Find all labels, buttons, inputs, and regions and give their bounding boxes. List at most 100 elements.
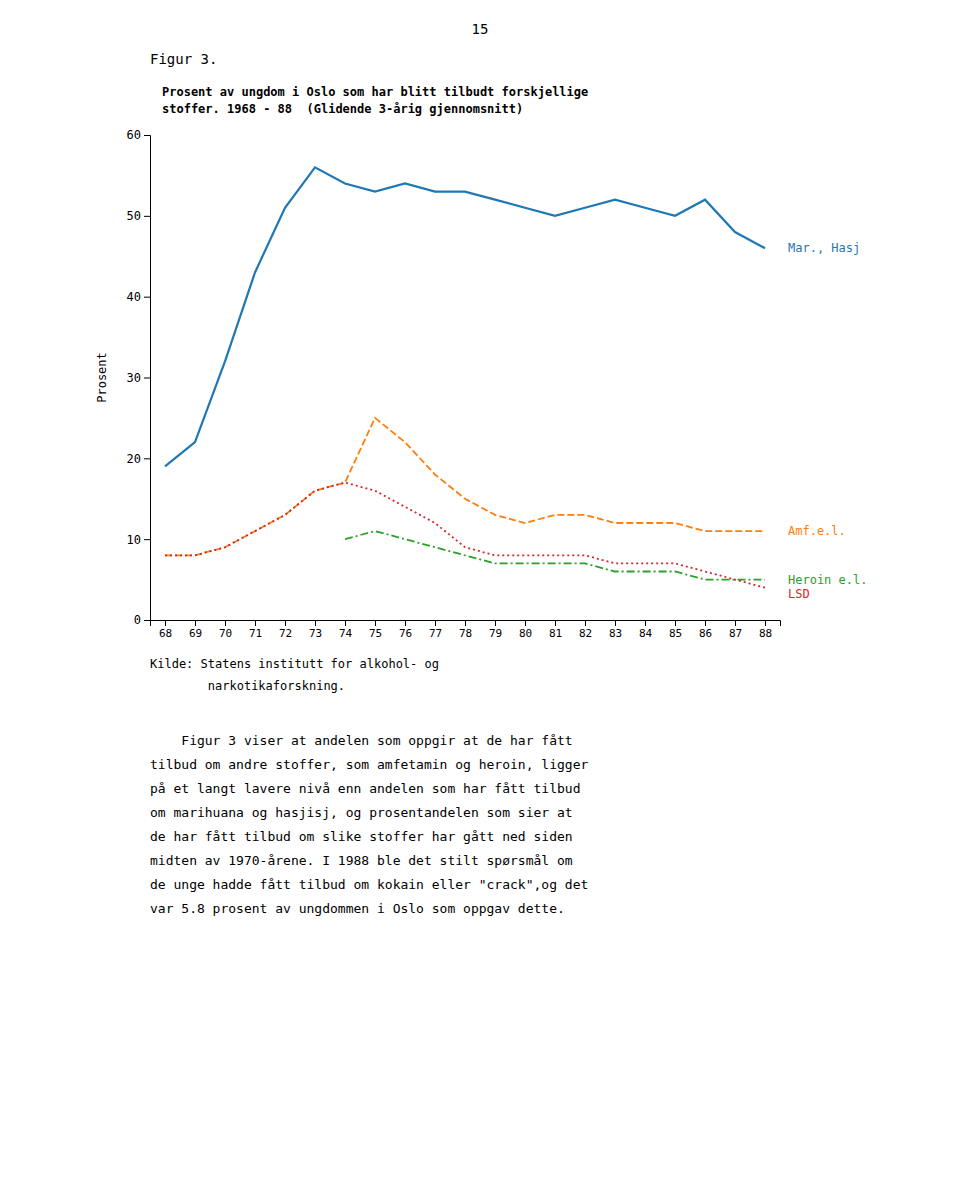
- y-tick-mark: [144, 458, 150, 459]
- body-text-line: på et langt lavere nivå enn andelen som …: [150, 781, 580, 796]
- y-tick-mark: [144, 539, 150, 540]
- plot-lines: [165, 167, 765, 587]
- body-text-line: de unge hadde fått tilbud om kokain elle…: [150, 877, 588, 892]
- x-tick: 88: [759, 620, 772, 640]
- x-tick-mark: [765, 620, 766, 626]
- x-axis-line: [151, 621, 781, 627]
- x-tick: 76: [399, 620, 412, 640]
- x-tick: 72: [279, 620, 292, 640]
- y-tick: 30: [127, 371, 150, 385]
- series-line: [165, 483, 765, 588]
- x-tick-label: 83: [609, 627, 622, 640]
- x-tick-mark: [255, 620, 256, 626]
- figure-label: Figur 3.: [150, 51, 217, 67]
- x-tick-mark: [375, 620, 376, 626]
- x-tick-mark: [645, 620, 646, 626]
- series-line: [165, 418, 765, 555]
- x-tick: 85: [669, 620, 682, 640]
- x-tick: 81: [549, 620, 562, 640]
- x-tick-mark: [585, 620, 586, 626]
- x-tick-label: 79: [489, 627, 502, 640]
- x-tick: 69: [189, 620, 202, 640]
- chart-title-line: stoffer. 1968 - 88 (Glidende 3-årig gjen…: [162, 102, 523, 116]
- source-line: Kilde: Statens institutt for alkohol- og: [150, 657, 439, 671]
- x-tick: 68: [159, 620, 172, 640]
- y-tick: 60: [127, 128, 150, 142]
- x-tick: 78: [459, 620, 472, 640]
- x-tick-label: 88: [759, 627, 772, 640]
- y-tick-mark: [144, 135, 150, 136]
- x-tick-mark: [525, 620, 526, 626]
- x-tick-label: 82: [579, 627, 592, 640]
- y-axis-line: [144, 136, 151, 621]
- y-tick: 50: [127, 209, 150, 223]
- chart-title-line: Prosent av ungdom i Oslo som har blitt t…: [162, 85, 588, 99]
- y-tick-label: 10: [127, 533, 141, 547]
- x-tick: 84: [639, 620, 653, 640]
- x-tick-label: 76: [399, 627, 412, 640]
- x-tick-label: 69: [189, 627, 202, 640]
- x-tick-label: 70: [219, 627, 232, 640]
- series-line: [345, 531, 765, 580]
- y-tick: 20: [127, 452, 150, 466]
- y-tick-label: 40: [127, 290, 141, 304]
- x-tick-mark: [675, 620, 676, 626]
- series-labels: Mar., HasjAmf.e.l.Heroin e.l.LSD: [788, 241, 867, 600]
- x-tick-mark: [735, 620, 736, 626]
- x-tick-label: 74: [339, 627, 353, 640]
- page: 15 Figur 3. Prosent av ungdom i Oslo som h…: [0, 0, 960, 1202]
- x-tick-mark: [195, 620, 196, 626]
- body-text-line: var 5.8 prosent av ungdommen i Oslo som …: [150, 901, 565, 916]
- x-tick-mark: [465, 620, 466, 626]
- x-tick-mark: [405, 620, 406, 626]
- x-tick: 70: [219, 620, 232, 640]
- y-tick: 0: [134, 613, 150, 627]
- y-tick-label: 60: [127, 128, 141, 142]
- y-tick-mark: [144, 297, 150, 298]
- x-tick-mark: [495, 620, 496, 626]
- x-tick: 83: [609, 620, 622, 640]
- x-tick-label: 71: [249, 627, 262, 640]
- x-tick-label: 75: [369, 627, 382, 640]
- x-tick-mark: [345, 620, 346, 626]
- x-tick: 74: [339, 620, 353, 640]
- y-tick: 40: [127, 290, 150, 304]
- y-tick-label: 20: [127, 452, 141, 466]
- x-tick-label: 84: [639, 627, 653, 640]
- y-tick-label: 50: [127, 209, 141, 223]
- x-tick-mark: [165, 620, 166, 626]
- series-label: LSD: [788, 587, 810, 601]
- x-tick-label: 77: [429, 627, 442, 640]
- x-tick-mark: [225, 620, 226, 626]
- x-tick: 82: [579, 620, 592, 640]
- x-tick-mark: [435, 620, 436, 626]
- body-text-line: tilbud om andre stoffer, som amfetamin o…: [150, 757, 588, 772]
- page-number: 15: [472, 21, 489, 37]
- x-tick: 73: [309, 620, 322, 640]
- x-tick: 71: [249, 620, 262, 640]
- x-tick: 80: [519, 620, 532, 640]
- x-tick-label: 78: [459, 627, 472, 640]
- x-tick: 77: [429, 620, 442, 640]
- x-tick: 75: [369, 620, 382, 640]
- series-line: [165, 167, 765, 466]
- x-tick-mark: [315, 620, 316, 626]
- y-tick-mark: [144, 378, 150, 379]
- x-tick: 86: [699, 620, 712, 640]
- x-tick-label: 72: [279, 627, 292, 640]
- series-label: Mar., Hasj: [788, 241, 860, 255]
- x-tick-label: 87: [729, 627, 742, 640]
- source-line: narkotikaforskning.: [150, 679, 345, 693]
- chart-title: Prosent av ungdom i Oslo som har blitt t…: [162, 85, 588, 116]
- x-tick-label: 68: [159, 627, 172, 640]
- x-tick-label: 85: [669, 627, 682, 640]
- x-tick-label: 80: [519, 627, 532, 640]
- series-label: Amf.e.l.: [788, 524, 846, 538]
- body-text-line: midten av 1970-årene. I 1988 ble det sti…: [150, 853, 573, 868]
- x-tick-mark: [285, 620, 286, 626]
- x-tick-mark: [705, 620, 706, 626]
- y-tick-mark: [144, 620, 150, 621]
- x-tick-mark: [615, 620, 616, 626]
- y-tick-label: 0: [134, 613, 141, 627]
- x-tick-mark: [555, 620, 556, 626]
